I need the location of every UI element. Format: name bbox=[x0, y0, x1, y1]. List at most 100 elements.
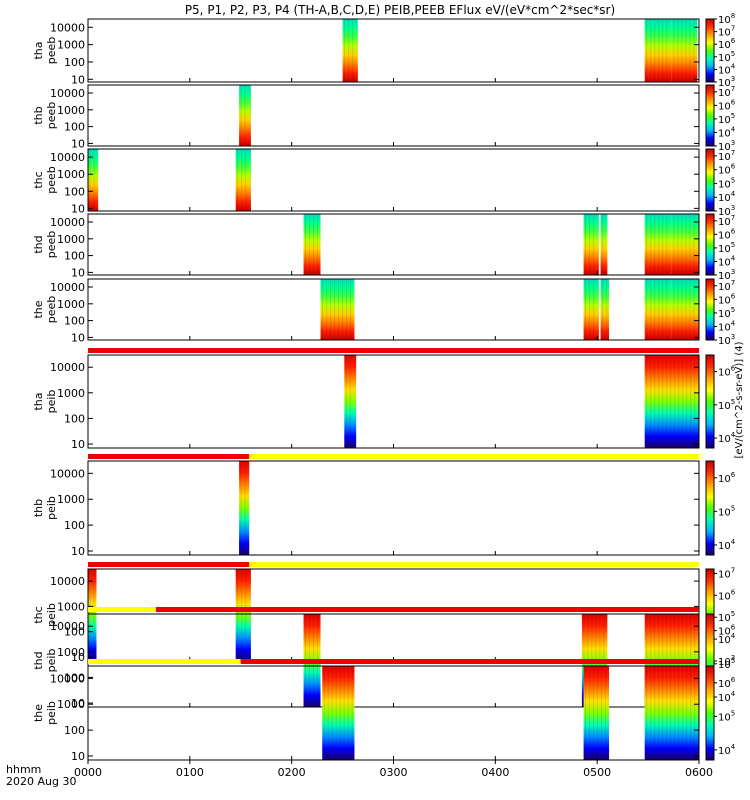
colorbar-tick-label: 105 bbox=[718, 306, 735, 320]
panel-ylabel: the bbox=[32, 704, 45, 722]
x-axis-tick-label: 0200 bbox=[278, 766, 306, 779]
y-tick-label: 10 bbox=[71, 202, 85, 215]
colorbar-tick-label: 103 bbox=[718, 333, 735, 347]
y-tick-label: 10 bbox=[71, 331, 85, 344]
y-tick-label: 10000 bbox=[50, 467, 85, 480]
x-axis-tick-label: 0400 bbox=[481, 766, 509, 779]
colorbar-tick-label: 106 bbox=[718, 588, 736, 602]
colorbar bbox=[705, 84, 715, 147]
colorbar-tick-label: 104 bbox=[718, 690, 736, 704]
y-tick-label: 10000 bbox=[50, 216, 85, 229]
colorbar bbox=[705, 278, 715, 341]
y-tick-label: 10000 bbox=[50, 575, 85, 588]
spectrogram-block-11 bbox=[671, 214, 699, 275]
y-tick-label: 1000 bbox=[57, 493, 85, 506]
panel-ylabel: thd bbox=[32, 235, 45, 253]
y-tick-label: 1000 bbox=[57, 387, 85, 400]
colorbar bbox=[705, 148, 715, 212]
colorbar bbox=[705, 354, 715, 449]
colorbar-tick-label: 105 bbox=[718, 709, 735, 723]
panel-frame bbox=[87, 148, 700, 212]
y-tick-label: 100 bbox=[64, 250, 85, 263]
y-tick-label: 10000 bbox=[50, 620, 85, 633]
colorbar-tick-label: 105 bbox=[718, 176, 735, 190]
spectrogram-block-2 bbox=[644, 19, 672, 82]
colorbar-tick-label: 106 bbox=[718, 98, 736, 112]
x-axis-tick-label: 0500 bbox=[583, 766, 611, 779]
y-tick-label: 1000 bbox=[57, 104, 85, 117]
y-tick-label: 100 bbox=[64, 56, 85, 69]
spectrogram-block-9 bbox=[600, 214, 608, 275]
spectrogram-block-20 bbox=[88, 569, 97, 661]
colorbar-tick-label: 105 bbox=[718, 50, 735, 64]
y-tick-label: 1000 bbox=[57, 39, 85, 52]
panel-10: 10 100 1000 10000 the peib 104 105 106 bbox=[32, 659, 736, 763]
panel-ylabel: peeb bbox=[45, 231, 58, 259]
y-tick-label: 100 bbox=[64, 121, 85, 134]
spectrogram-block-6 bbox=[235, 149, 251, 211]
colorbar bbox=[705, 213, 715, 276]
colorbar-tick-label: 106 bbox=[718, 292, 736, 306]
colorbar bbox=[705, 460, 715, 556]
colorbar-tick-label: 103 bbox=[718, 75, 735, 89]
colorbar-tick-label: 107 bbox=[718, 85, 735, 99]
panel-6: 10 100 1000 10000 tha peib 104 105 106 bbox=[32, 348, 736, 451]
spectrogram-block-13 bbox=[583, 279, 599, 340]
colorbar-tick-label: 107 bbox=[718, 566, 735, 580]
panel-ylabel: peeb bbox=[45, 166, 58, 194]
panel-ylabel: peib bbox=[45, 390, 58, 414]
panel-ylabel: peeb bbox=[45, 296, 58, 324]
colorbar-tick-label: 106 bbox=[718, 163, 736, 177]
y-tick-label: 10 bbox=[71, 266, 85, 279]
colorbar-title: [eV/(cm^2-s-sr-eV)] (4) bbox=[734, 341, 745, 458]
y-tick-label: 10 bbox=[71, 137, 85, 150]
colorbar-tick-label: 104 bbox=[718, 254, 736, 268]
panel-ylabel: peeb bbox=[45, 37, 58, 65]
chart-title: P5, P1, P2, P3, P4 (TH-A,B,C,D,E) PEIB,P… bbox=[185, 3, 615, 17]
colorbar-tick-label: 104 bbox=[718, 743, 736, 757]
panel-7: 10 100 1000 10000 thb peib 104 105 106 bbox=[32, 454, 736, 558]
y-tick-label: 10000 bbox=[50, 21, 85, 34]
colorbar-tick-label: 106 bbox=[718, 365, 736, 379]
panel-ylabel: peib bbox=[45, 649, 58, 673]
panel-frame bbox=[87, 18, 700, 83]
y-tick-label: 100 bbox=[64, 724, 85, 737]
panel-ylabel: thd bbox=[32, 651, 45, 669]
colorbar-tick-label: 107 bbox=[718, 279, 735, 293]
colorbar-tick-label: 104 bbox=[718, 319, 736, 333]
colorbar-tick-label: 104 bbox=[718, 431, 736, 445]
spectrogram-block-18 bbox=[644, 355, 699, 448]
mode-bar-segment bbox=[88, 454, 250, 459]
colorbar-tick-label: 105 bbox=[718, 241, 735, 255]
mode-bar-segment bbox=[155, 607, 699, 612]
y-tick-label: 10 bbox=[71, 73, 85, 86]
mode-bar-segment bbox=[249, 454, 699, 459]
colorbar bbox=[705, 665, 715, 761]
y-tick-label: 10000 bbox=[50, 672, 85, 685]
y-tick-label: 10 bbox=[71, 697, 85, 710]
colorbar-tick-label: 105 bbox=[718, 610, 735, 624]
spectrogram-block-27 bbox=[644, 666, 699, 760]
colorbar-tick-label: 103 bbox=[718, 268, 735, 282]
colorbar-tick-label: 106 bbox=[718, 624, 736, 638]
panel-ylabel: peeb bbox=[45, 102, 58, 130]
y-tick-label: 10 bbox=[71, 651, 85, 664]
mode-bar-segment bbox=[88, 348, 699, 353]
colorbar-tick-label: 108 bbox=[718, 12, 735, 26]
mode-bar-segment bbox=[88, 607, 156, 612]
y-tick-label: 1000 bbox=[57, 168, 85, 181]
y-tick-label: 10 bbox=[71, 750, 85, 763]
panel-ylabel: thb bbox=[32, 499, 45, 517]
x-axis-date: 2020 Aug 30 bbox=[6, 775, 76, 788]
colorbar-tick-label: 107 bbox=[718, 214, 735, 228]
y-tick-label: 1000 bbox=[57, 646, 85, 659]
spectrogram-block-15 bbox=[644, 279, 672, 340]
y-tick-label: 1000 bbox=[57, 600, 85, 613]
panel-ylabel: peib bbox=[45, 701, 58, 725]
y-tick-label: 10 bbox=[71, 438, 85, 451]
y-tick-label: 100 bbox=[64, 519, 85, 532]
